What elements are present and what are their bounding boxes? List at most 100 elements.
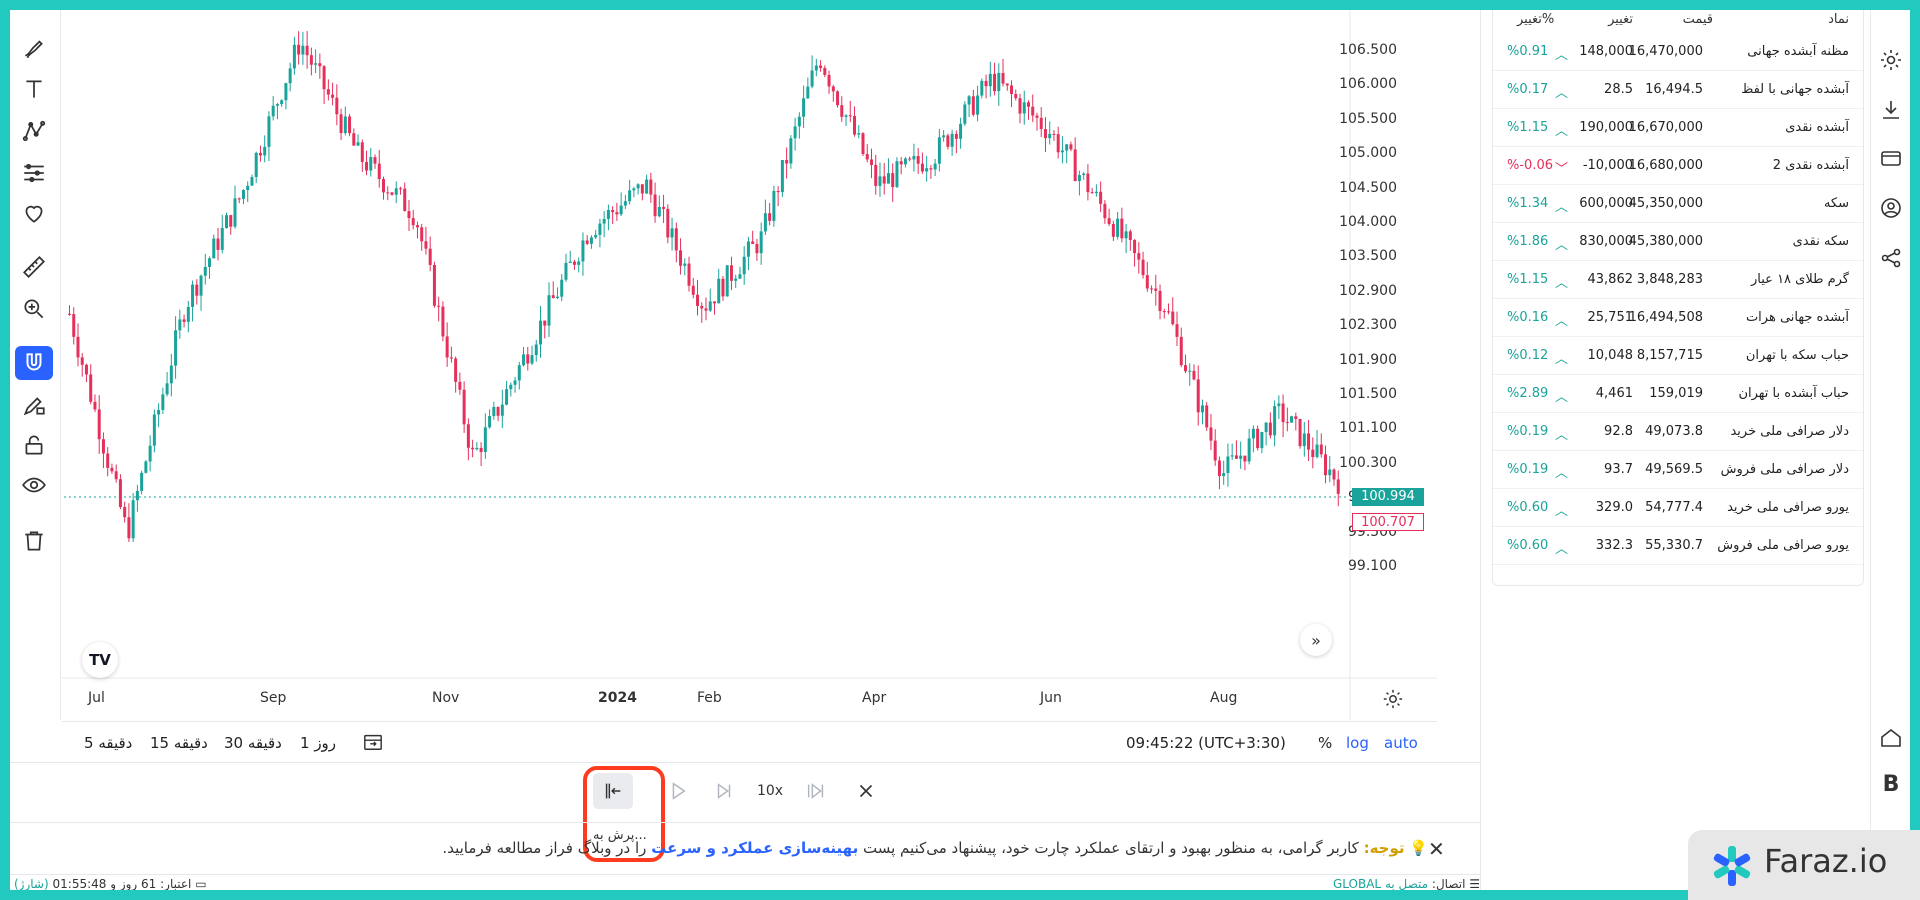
candle-body (386, 192, 390, 194)
candle-body (84, 364, 88, 375)
pattern-tool-button[interactable] (15, 114, 53, 148)
percent-toggle[interactable]: % (1318, 734, 1333, 752)
header-change-percent[interactable]: تغییر% (1517, 12, 1555, 27)
candle-body (615, 212, 619, 215)
candle-body (640, 184, 644, 194)
wallet-button[interactable] (1879, 146, 1903, 170)
candle-body (768, 213, 772, 221)
notice-close-button[interactable]: ✕ (1428, 837, 1445, 861)
candle-body (611, 209, 615, 213)
chart-settings-icon[interactable] (1382, 688, 1404, 710)
lock-tool-button[interactable] (15, 428, 53, 462)
watchlist-row[interactable]: آبشده نقدی 16,670,000 190,000 %1.15 ︿ (1493, 108, 1863, 147)
symbol-change-percent: %0.19 (1507, 424, 1549, 439)
time-axis-label: 2024 (598, 690, 637, 706)
candle-body (594, 234, 598, 238)
header-symbol[interactable]: نماد (1828, 12, 1849, 27)
lock-drawings-tool-button[interactable] (15, 388, 53, 422)
text-tool-button[interactable] (15, 72, 53, 106)
watchlist-header: نماد قیمت تغییر تغییر% (1493, 10, 1863, 32)
tradingview-logo[interactable]: TV (82, 642, 118, 678)
candle-body (1171, 311, 1175, 325)
timeframe-15m-button[interactable]: 15 دقیقه (150, 734, 208, 752)
watchlist-row[interactable]: آبشده جهانی با لفظ 16,494.5 28.5 %0.17 ︿ (1493, 70, 1863, 109)
candle-body (925, 168, 929, 172)
date-range-button[interactable] (362, 732, 384, 756)
watchlist-row[interactable]: آبشده نقدی 2 16,680,000 -10,000 %-0.06 ﹀ (1493, 146, 1863, 185)
watchlist-row[interactable]: سکه 45,350,000 600,000 %1.34 ︿ (1493, 184, 1863, 223)
candle-body (479, 447, 483, 453)
ruler-tool-button[interactable] (15, 250, 53, 284)
b-button[interactable]: B (1882, 772, 1900, 797)
favorites-tool-button[interactable] (15, 196, 53, 230)
notice-link[interactable]: بهینه‌سازی عملکرد و سرعت (651, 839, 859, 857)
candle-body (382, 179, 386, 193)
scroll-to-realtime-button[interactable]: » (1300, 624, 1332, 656)
visibility-tool-button[interactable] (15, 468, 53, 502)
delete-tool-button[interactable] (15, 524, 53, 558)
candle-body (127, 517, 131, 539)
notice-body-1: کاربر گرامی، به منظور بهبود و ارتقای عمل… (863, 839, 1359, 857)
candle-body (988, 73, 992, 87)
jump-to-button[interactable] (593, 773, 633, 809)
watchlist-row[interactable]: آبشده جهانی هرات 16,494,508 25,751 %0.16 ︿ (1493, 298, 1863, 337)
candle-body (836, 91, 840, 106)
header-change[interactable]: تغییر (1608, 12, 1633, 27)
watchlist-row[interactable]: حباب سکه با تهران 8,157,715 10,048 %0.12 ︿ (1493, 336, 1863, 375)
candle-body (937, 137, 941, 164)
price-axis-label: 105.500 (1339, 110, 1397, 127)
candle-body (636, 184, 640, 189)
candle-body (882, 176, 886, 184)
watchlist-row[interactable]: دلار صرافی ملی خرید 49,073.8 92.8 %0.19 ︿ (1493, 412, 1863, 451)
speed-button[interactable]: 10x (756, 783, 784, 799)
candle-body (114, 471, 118, 480)
candle-body (759, 231, 763, 254)
watchlist-row[interactable]: مظنه آبشده جهانی 16,470,000 148,000 %0.91 ︿ (1493, 32, 1863, 71)
arrow-up-icon: ︿ (1555, 124, 1569, 139)
candle-body (1018, 98, 1022, 114)
watchlist-row[interactable]: یورو صرافی ملی فروش 55,330.7 332.3 %0.60 ︿ (1493, 526, 1863, 565)
candlestick-chart[interactable] (62, 10, 1437, 720)
magnet-tool-button[interactable] (15, 346, 53, 380)
timeframe-5m-button[interactable]: 5 دقیقه (84, 734, 133, 752)
candle-body (662, 206, 666, 209)
close-replay-button[interactable] (846, 773, 886, 809)
watchlist-row[interactable]: گرم طلای ۱۸ عیار 3,848,283 43,862 %1.15 ︿ (1493, 260, 1863, 299)
share-button[interactable] (1879, 246, 1903, 270)
clock-time[interactable]: 09:45:22 (UTC+3:30) (1126, 734, 1286, 752)
faraz-brand-badge[interactable]: Faraz.io (1688, 830, 1920, 900)
magnet-icon (26, 353, 42, 371)
arrow-up-icon: ︿ (1555, 200, 1569, 215)
forecast-tool-button[interactable] (15, 156, 53, 190)
settings-button[interactable] (1879, 48, 1903, 72)
symbol-name: سکه (1823, 196, 1849, 211)
panel-divider[interactable] (1480, 10, 1481, 890)
play-button[interactable] (658, 773, 698, 809)
download-button[interactable] (1879, 98, 1903, 122)
candle-body (80, 357, 84, 365)
recharge-link[interactable]: (شارژ) (14, 877, 49, 890)
chart-area[interactable]: 106.500 106.000 105.500 105.000 104.500 104.0… (62, 10, 1437, 720)
watchlist-row[interactable]: دلار صرافی ملی فروش 49,569.5 93.7 %0.19 ︿ (1493, 450, 1863, 489)
timeframe-30m-button[interactable]: 30 دقیقه (224, 734, 282, 752)
candle-body (1319, 444, 1323, 455)
timeframe-1d-button[interactable]: 1 روز (300, 734, 337, 752)
candle-body (895, 161, 899, 188)
candle-body (343, 116, 347, 134)
auto-toggle[interactable]: auto (1384, 734, 1418, 752)
jump-to-realtime-button[interactable] (796, 773, 836, 809)
profile-button[interactable] (1879, 196, 1903, 220)
step-forward-button[interactable] (704, 773, 744, 809)
header-price[interactable]: قیمت (1682, 12, 1713, 27)
symbol-price: 49,073.8 (1645, 424, 1703, 439)
watchlist-row[interactable]: سکه نقدی 45,380,000 830,000 %1.86 ︿ (1493, 222, 1863, 261)
watchlist-row[interactable]: حباب آبشده با تهران 159,019 4,461 %2.89 ︿ (1493, 374, 1863, 413)
symbol-change: -10,000 (1582, 158, 1633, 173)
candle-body (305, 45, 309, 56)
symbol-name: دلار صرافی ملی فروش (1720, 462, 1849, 477)
watchlist-row[interactable]: یورو صرافی ملی خرید 54,777.4 329.0 %0.60 ︿ (1493, 488, 1863, 527)
log-toggle[interactable]: log (1346, 734, 1369, 752)
zoom-tool-button[interactable] (15, 292, 53, 326)
brush-tool-button[interactable] (15, 30, 53, 64)
home-button[interactable] (1879, 726, 1903, 750)
